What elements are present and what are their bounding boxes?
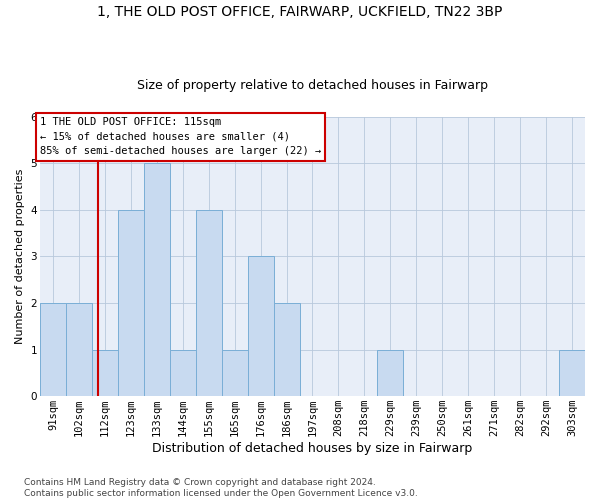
Y-axis label: Number of detached properties: Number of detached properties: [15, 169, 25, 344]
Title: Size of property relative to detached houses in Fairwarp: Size of property relative to detached ho…: [137, 79, 488, 92]
Text: 1 THE OLD POST OFFICE: 115sqm
← 15% of detached houses are smaller (4)
85% of se: 1 THE OLD POST OFFICE: 115sqm ← 15% of d…: [40, 117, 321, 156]
X-axis label: Distribution of detached houses by size in Fairwarp: Distribution of detached houses by size …: [152, 442, 473, 455]
Bar: [40, 303, 66, 396]
Bar: [66, 303, 92, 396]
Bar: [248, 256, 274, 396]
Bar: [221, 350, 248, 396]
Text: Contains HM Land Registry data © Crown copyright and database right 2024.
Contai: Contains HM Land Registry data © Crown c…: [24, 478, 418, 498]
Bar: [118, 210, 144, 396]
Text: 1, THE OLD POST OFFICE, FAIRWARP, UCKFIELD, TN22 3BP: 1, THE OLD POST OFFICE, FAIRWARP, UCKFIE…: [97, 5, 503, 19]
Bar: [196, 210, 221, 396]
Bar: [144, 164, 170, 396]
Bar: [92, 350, 118, 396]
Bar: [559, 350, 585, 396]
Bar: [377, 350, 403, 396]
Bar: [170, 350, 196, 396]
Bar: [274, 303, 299, 396]
